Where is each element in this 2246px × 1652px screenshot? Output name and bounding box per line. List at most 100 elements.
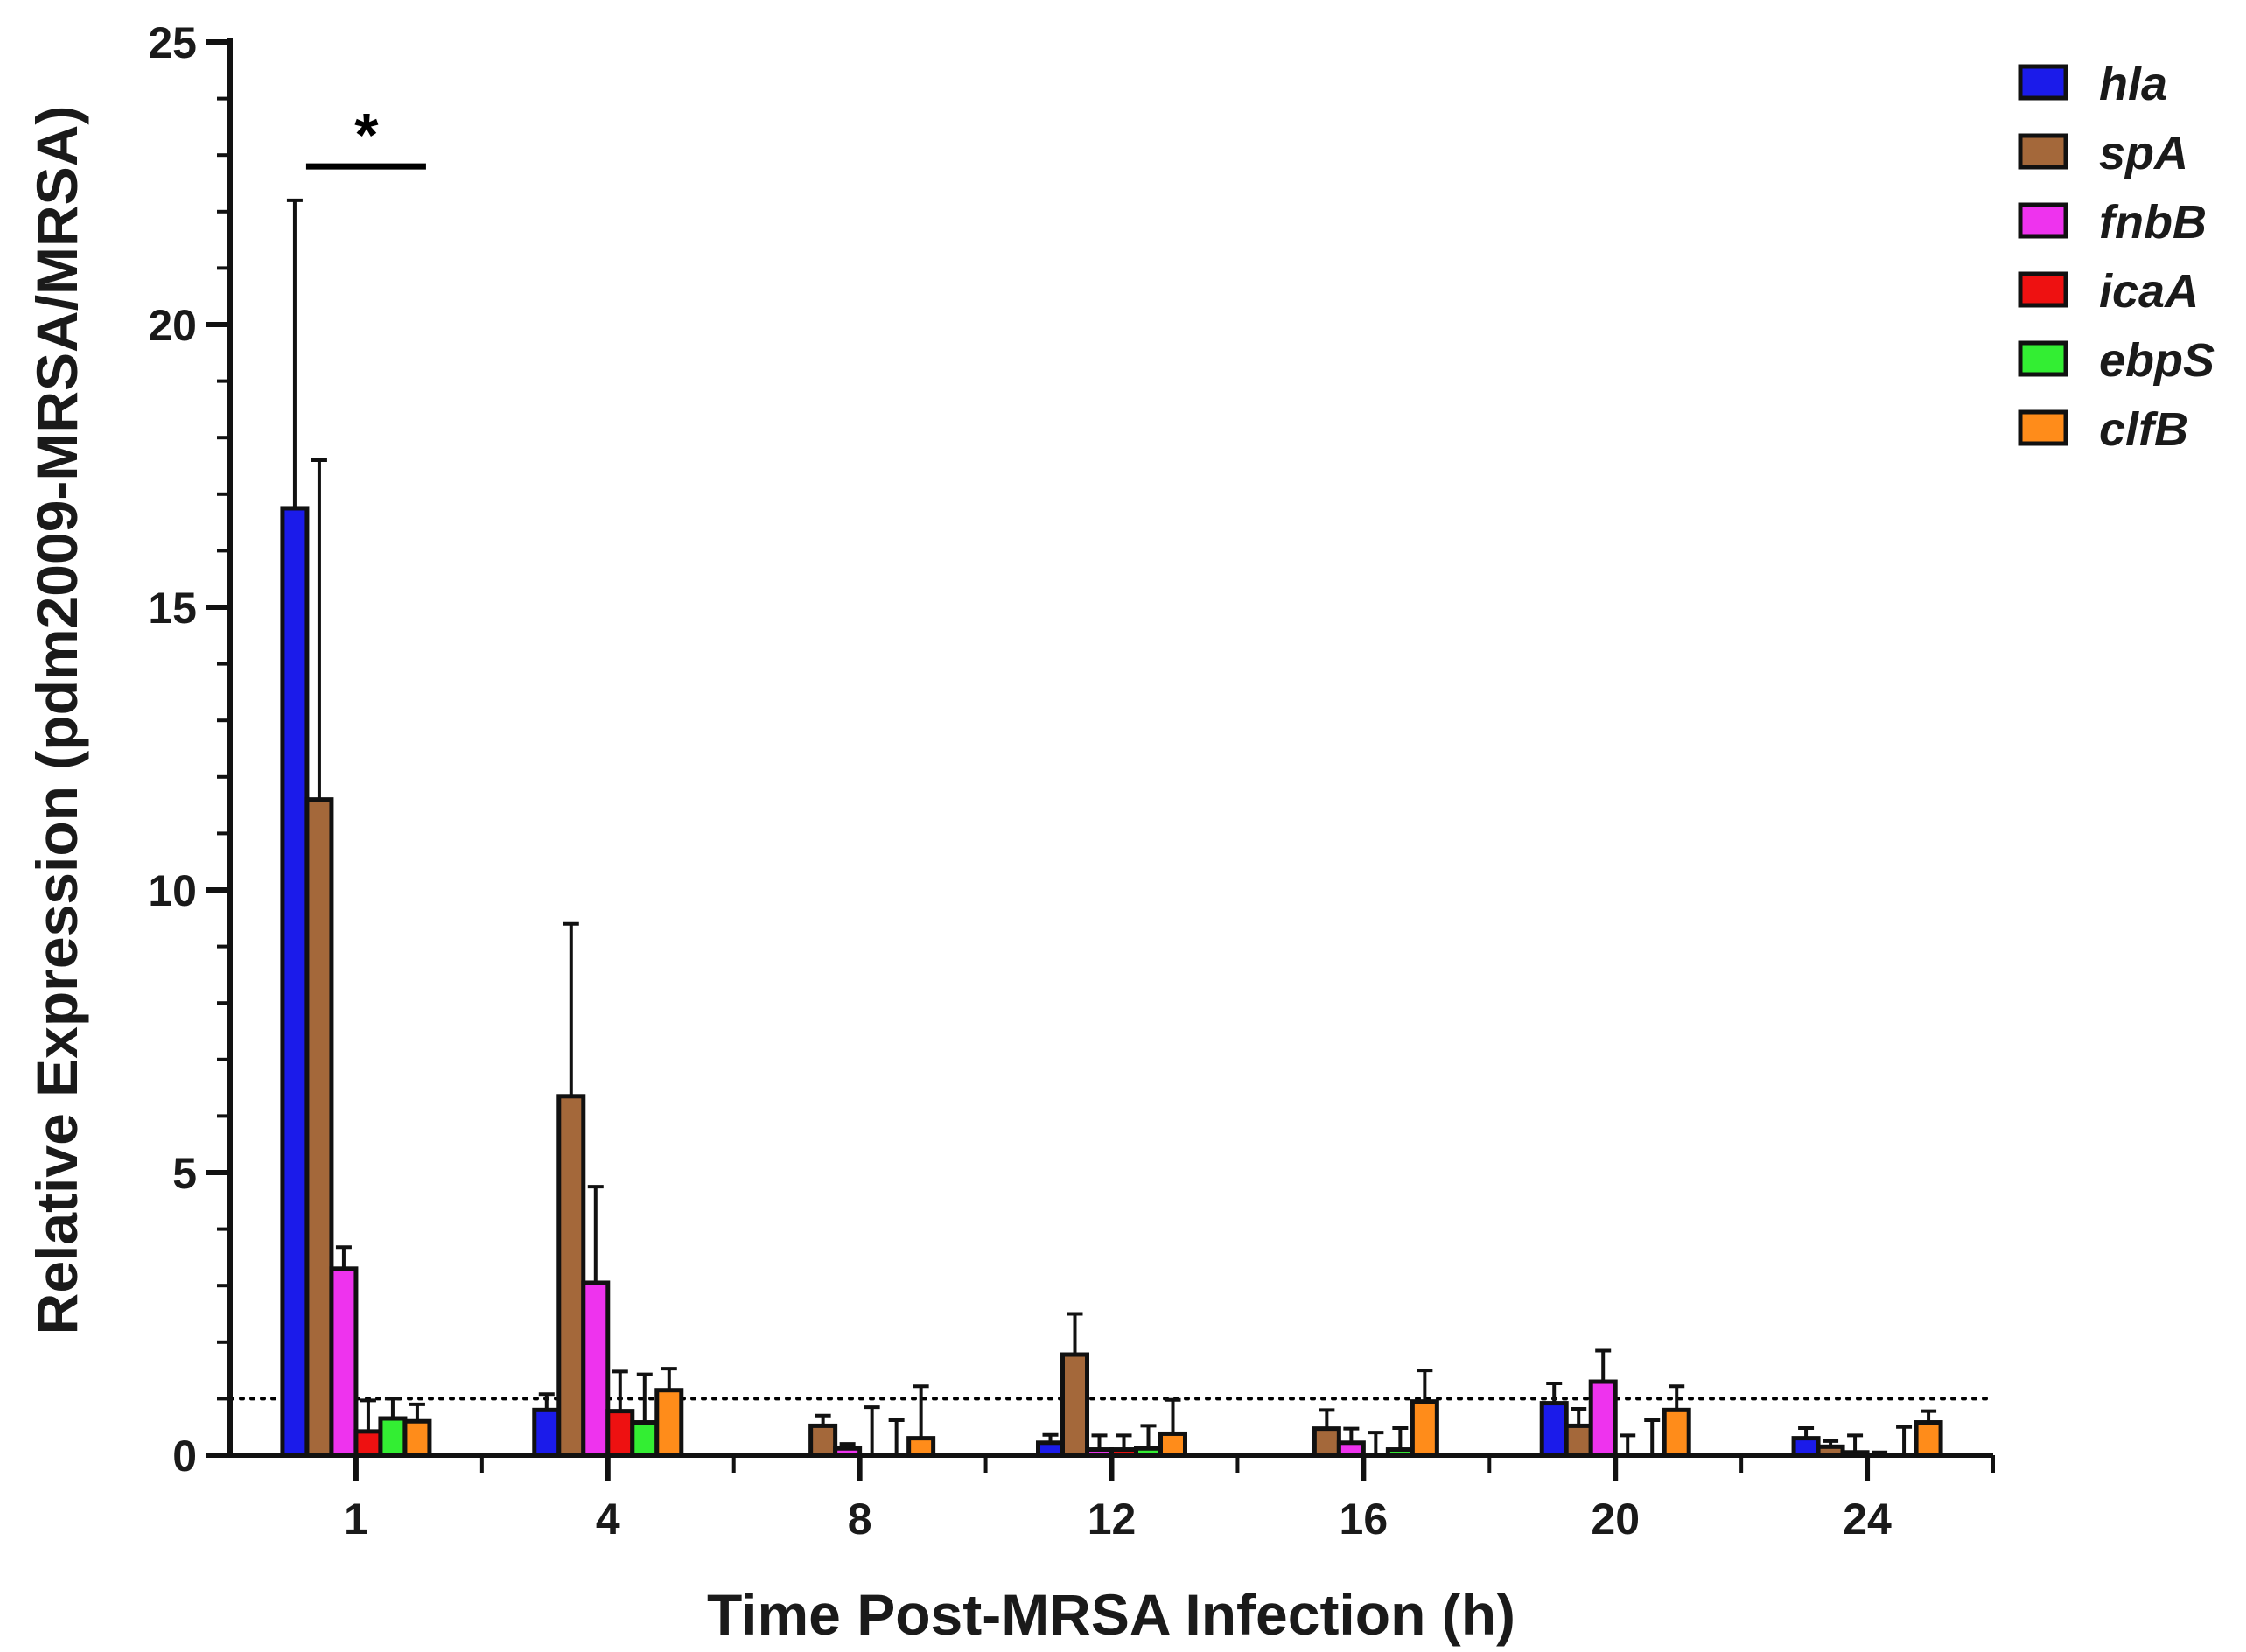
error-bar-clfB-16 [1417,1368,1433,1402]
error-bar-spA-20 [1571,1407,1587,1426]
error-bar-fnbB-16 [1343,1426,1360,1443]
bar-clfB-16 [1410,1399,1439,1458]
axes-layer: 0 5 10 15 20 25 1 4 8 12 16 20 24 [148,18,1995,1544]
bar-hla-1 [280,506,310,1458]
error-bar-clfB-4 [661,1367,677,1390]
error-bar-hla-12 [1042,1432,1059,1443]
error-bar-spA-24 [1823,1438,1839,1447]
error-bar-hla-4 [538,1392,555,1410]
bar-spA-16 [1312,1426,1341,1458]
x-tick-label-12: 12 [1088,1494,1137,1544]
bars-layer [280,198,1943,1458]
y-tick-label: 25 [148,18,197,67]
error-bar-clfB-20 [1669,1384,1685,1410]
significance-asterisk: * [354,101,379,169]
error-bar-fnbB-20 [1595,1348,1612,1382]
legend-label-icaA: icaA [2099,265,2199,318]
error-bar-spA-8 [815,1413,831,1426]
error-bar-spA-1 [311,458,327,800]
legend-swatch-icaA [2018,271,2068,308]
legend-swatch-spA [2018,133,2068,170]
bar-hla-4 [532,1407,562,1458]
error-bar-hla-24 [1798,1425,1815,1438]
y-tick-label: 20 [148,301,197,350]
error-bar-fnbB-12 [1091,1433,1108,1450]
error-bar-ebpS-12 [1140,1424,1157,1449]
error-bar-spA-12 [1067,1312,1083,1355]
legend-label-hla: hla [2099,58,2167,110]
bar-clfB-20 [1662,1407,1691,1458]
error-bar-icaA-4 [612,1369,628,1411]
legend-item-fnbB: fnbB [2018,196,2207,248]
error-bar-fnbB-8 [839,1442,856,1449]
error-bar-ebpS-1 [384,1396,401,1419]
error-bar-hla-1 [286,198,303,508]
bar-spA-4 [556,1094,586,1458]
y-tick-label: 5 [172,1149,197,1198]
legend-swatch-hla [2018,64,2068,101]
error-bar-icaA-8 [864,1405,880,1455]
x-axis-title: Time Post-MRSA Infection (h) [707,1582,1515,1647]
legend-label-spA: spA [2099,127,2188,179]
bar-clfB-12 [1158,1431,1187,1458]
bar-fnbB-4 [581,1280,611,1458]
error-bar-clfB-24 [1921,1409,1937,1423]
y-tick-label: 15 [148,584,197,633]
bar-spA-1 [304,797,334,1458]
bar-hla-20 [1539,1401,1569,1458]
error-bar-clfB-12 [1165,1397,1181,1434]
bar-ebpS-1 [378,1416,408,1458]
error-bar-ebpS-16 [1392,1425,1409,1450]
error-bar-hla-20 [1546,1381,1563,1404]
x-tick-label-20: 20 [1591,1494,1640,1544]
error-bar-fnbB-24 [1847,1433,1864,1452]
x-tick-label-1: 1 [344,1494,368,1544]
legend-item-ebpS: ebpS [2018,334,2215,387]
x-tick-label-24: 24 [1843,1494,1892,1544]
bar-fnbB-20 [1588,1379,1618,1458]
bar-clfB-1 [402,1418,432,1458]
legend-item-hla: hla [2018,58,2167,110]
error-bar-spA-4 [563,921,579,1096]
bar-spA-8 [808,1423,838,1458]
bar-ebpS-4 [630,1420,660,1458]
legend-swatch-clfB [2018,410,2068,446]
error-bar-clfB-8 [913,1384,929,1438]
x-tick-label-16: 16 [1340,1494,1389,1544]
legend-item-spA: spA [2018,127,2188,179]
y-tick-label: 0 [172,1432,197,1480]
legend: hla spA fnbB icaA ebpS clfB [2018,58,2215,456]
x-tick-label-4: 4 [596,1494,620,1544]
annotation-layer: * [305,101,426,170]
y-axis-title: Relative Expression (pdm2009-MRSA/MRSA) [24,106,89,1335]
error-bar-ebpS-20 [1644,1418,1661,1455]
error-bar-spA-16 [1319,1408,1335,1429]
legend-label-clfB: clfB [2099,403,2188,456]
bar-clfB-4 [654,1388,684,1458]
x-tick-label-8: 8 [848,1494,872,1544]
error-bar-fnbB-4 [587,1185,604,1283]
legend-item-icaA: icaA [2018,265,2199,318]
bar-spA-12 [1060,1352,1089,1458]
legend-label-ebpS: ebpS [2099,334,2215,387]
bar-icaA-4 [605,1409,635,1458]
bar-icaA-1 [353,1429,383,1458]
error-bar-fnbB-1 [335,1245,352,1269]
error-bar-ebpS-24 [1896,1424,1913,1455]
bar-spA-20 [1564,1423,1593,1458]
error-bar-ebpS-8 [888,1418,905,1455]
error-bar-clfB-1 [409,1402,425,1422]
legend-swatch-fnbB [2018,202,2068,239]
error-bar-icaA-12 [1116,1433,1132,1450]
error-bar-icaA-1 [360,1398,376,1432]
y-tick-label: 10 [148,866,197,915]
error-bar-icaA-16 [1368,1431,1384,1455]
legend-item-clfB: clfB [2018,403,2188,456]
bar-fnbB-1 [329,1266,359,1458]
legend-label-fnbB: fnbB [2099,196,2207,248]
legend-swatch-ebpS [2018,340,2068,377]
error-bar-ebpS-4 [636,1372,653,1423]
bar-clfB-24 [1914,1420,1943,1458]
error-bar-icaA-20 [1620,1433,1636,1455]
